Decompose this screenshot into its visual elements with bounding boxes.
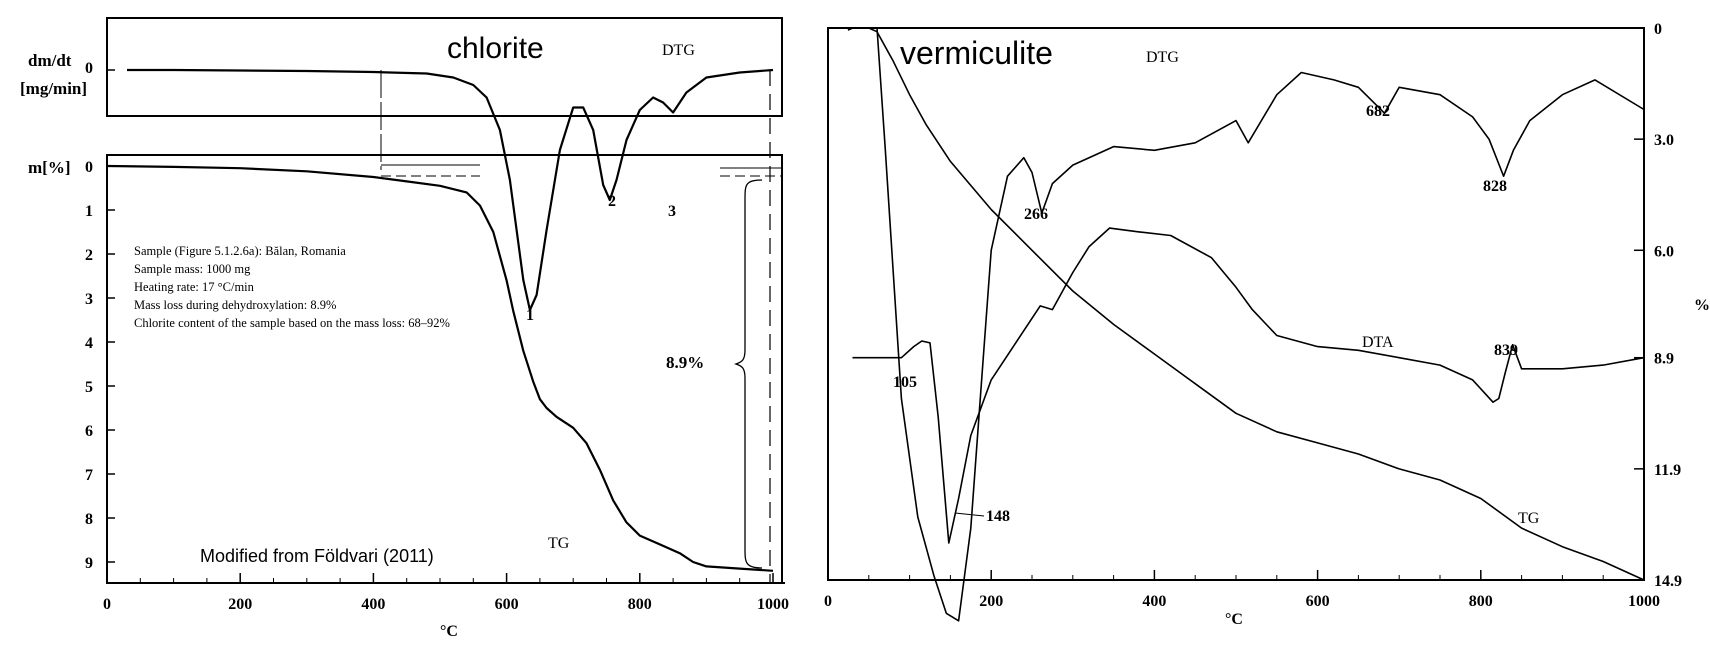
y-tick-label: 0 [85,159,93,176]
left-x-axis-label: °C [440,623,458,640]
left-ticks: 0 200 400 600 800 1000 0 1 2 3 4 5 6 7 8 9 [85,69,789,613]
right-ticks: 0 200 400 600 800 1000 0 3.0 6.0 8.9 11.9 14.9 [824,21,1682,610]
dtg-zero-tick-label: 0 [85,60,93,77]
x-tick-label: 800 [1469,593,1493,610]
x-tick-label: 200 [228,596,252,613]
dtg-label: DTG [1146,49,1179,66]
y-tick-label: 5 [85,379,93,396]
vermiculite-title: vermiculite [900,35,1053,71]
y-tick-label: 3.0 [1654,132,1674,149]
peak-label-828: 828 [1483,178,1507,195]
peak-label-1: 1 [526,307,534,324]
right-y-axis-label: % [1694,297,1710,314]
y-tick-label: 11.9 [1654,462,1681,479]
peak-label-3: 3 [668,203,676,220]
left-curves [106,68,774,572]
sample-info: Sample (Figure 5.1.2.6a): Bălan, Romania… [134,244,450,330]
x-tick-label: 600 [1306,593,1330,610]
y-tick-label: 14.9 [1654,573,1682,590]
dta-curve [852,227,1645,544]
dtg-axis-label-1: dm/dt [28,51,72,70]
sample-info-line: Heating rate: 17 °C/min [134,280,255,294]
y-tick-label: 6 [85,423,93,440]
y-tick-label: 6.0 [1654,243,1674,260]
tg-label: TG [548,535,570,552]
x-tick-label: 200 [979,593,1003,610]
dtg-axis-label-2: [mg/min] [20,79,87,98]
dta-label: DTA [1362,334,1394,351]
peak-label-266: 266 [1024,206,1048,223]
peak-label-105: 105 [893,374,917,391]
peak-label-682: 682 [1366,103,1390,120]
right-curves [847,27,1645,622]
tg-axis-label: m[%] [28,158,70,177]
y-tick-label: 0 [1654,21,1662,38]
chlorite-panel: 0 200 400 600 800 1000 0 1 2 3 4 5 6 7 8 9 chlorite DTG… [20,17,789,640]
sample-info-line: Chlorite content of the sample based on … [134,316,450,330]
sample-info-line: Mass loss during dehydroxylation: 8.9% [134,298,336,312]
x-tick-label: 400 [1142,593,1166,610]
x-tick-label: 800 [628,596,652,613]
peak-label-2: 2 [608,193,616,210]
tg-curve [847,27,1645,581]
y-tick-label: 8.9 [1654,351,1674,368]
x-tick-label: 400 [361,596,385,613]
dtg-curve [127,68,774,312]
sample-info-line: Sample mass: 1000 mg [134,262,251,276]
x-tick-label: 1000 [1628,593,1660,610]
vermiculite-panel: 0 200 400 600 800 1000 0 3.0 6.0 8.9 11.9 14.9 verm… [824,21,1710,628]
plot-frame [827,27,1645,581]
y-tick-label: 1 [85,203,93,220]
mass-loss-brace [733,179,763,569]
y-tick-label: 2 [85,247,93,264]
peak-label-839: 839 [1494,342,1518,359]
x-tick-label: 600 [495,596,519,613]
dtg-label: DTG [662,42,695,59]
y-tick-label: 7 [85,467,93,484]
x-tick-label: 0 [824,593,832,610]
right-x-axis-label: °C [1225,611,1243,628]
dtg-frame [106,17,783,117]
y-tick-label: 9 [85,555,93,572]
y-tick-label: 4 [85,335,93,352]
sample-info-line: Sample (Figure 5.1.2.6a): Bălan, Romania [134,244,346,258]
mass-loss-label: 8.9% [666,353,704,372]
tg-label: TG [1518,510,1540,527]
tg-curve [106,164,774,572]
y-tick-label: 8 [85,511,93,528]
chlorite-title: chlorite [447,32,544,65]
x-tick-label: 0 [103,596,111,613]
peak-148-leader [954,512,985,517]
x-tick-label: 1000 [757,596,789,613]
credit-note: Modified from Földvari (2011) [200,546,434,566]
y-tick-label: 3 [85,291,93,308]
peak-label-148: 148 [986,508,1010,525]
dtg-curve [847,27,1645,622]
